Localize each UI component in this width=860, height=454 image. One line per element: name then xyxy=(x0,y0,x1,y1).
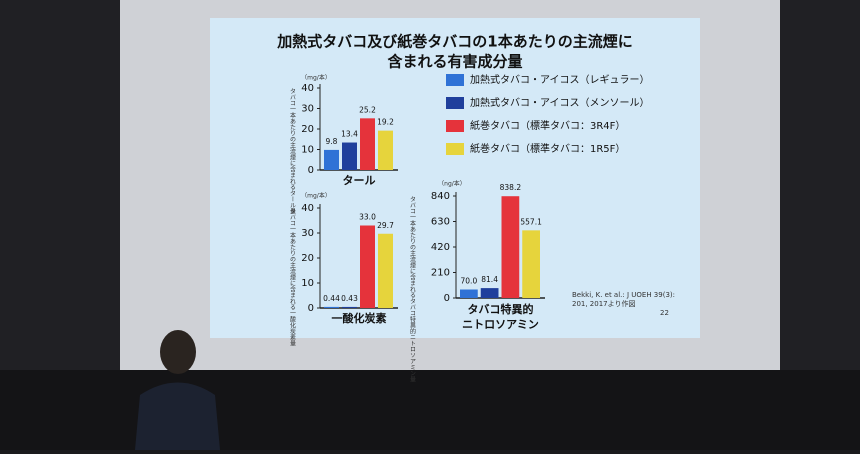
floor xyxy=(0,370,860,450)
bar xyxy=(522,230,540,298)
value-label: 0.44 xyxy=(323,294,340,303)
slide-title: 加熱式タバコ及び紙巻タバコの1本あたりの主流煙に xyxy=(276,33,632,51)
y-tick-label: 20 xyxy=(301,124,314,135)
page-number: 22 xyxy=(660,309,669,317)
bar xyxy=(342,306,357,308)
legend-label: 加熱式タバコ・アイコス（メンソール） xyxy=(470,96,650,109)
legend-label: 紙巻タバコ（標準タバコ：3R4F） xyxy=(470,119,625,132)
chart-title: タール xyxy=(343,174,376,187)
value-label: 9.8 xyxy=(326,137,338,146)
y-tick-label: 30 xyxy=(301,228,314,239)
y-tick-label: 40 xyxy=(301,83,314,94)
y-tick-label: 10 xyxy=(301,278,314,289)
y-tick-label: 420 xyxy=(431,242,450,253)
y-axis-label: タバコ一本あたりの主流煙に含まれるタール量 xyxy=(289,88,296,215)
value-label: 838.2 xyxy=(500,183,522,192)
legend-swatch xyxy=(446,97,464,109)
y-tick-label: 40 xyxy=(301,203,314,214)
legend-swatch xyxy=(446,120,464,132)
legend-swatch xyxy=(446,143,464,155)
chart-title: タバコ特異的 xyxy=(468,302,534,316)
speaker-head xyxy=(160,330,196,374)
slide xyxy=(210,18,700,338)
legend-swatch xyxy=(446,74,464,86)
bar xyxy=(324,149,339,170)
value-label: 25.2 xyxy=(359,105,376,114)
y-axis-label: タバコ一本あたりの主流煙に含まれるタバコ特異的ニトロソアミン量 xyxy=(409,196,416,383)
speaker-body xyxy=(135,382,220,450)
bar xyxy=(324,306,339,308)
unit-label: （ng/本） xyxy=(438,180,466,188)
chart-title: 一酸化炭素 xyxy=(332,311,387,325)
y-tick-label: 0 xyxy=(444,293,450,304)
bar xyxy=(378,130,393,170)
citation: Bekki, K. et al.: J UOEH 39(3): xyxy=(572,291,675,299)
y-tick-label: 0 xyxy=(308,303,314,314)
bar xyxy=(460,289,478,298)
citation: 201, 2017より作図 xyxy=(572,299,636,308)
slide-title: 含まれる有害成分量 xyxy=(387,53,522,71)
y-tick-label: 210 xyxy=(431,268,450,279)
value-label: 19.2 xyxy=(377,118,394,127)
value-label: 13.4 xyxy=(341,130,358,139)
bar xyxy=(378,233,393,308)
y-tick-label: 840 xyxy=(431,191,450,202)
y-tick-label: 0 xyxy=(308,165,314,176)
value-label: 81.4 xyxy=(481,275,498,284)
y-axis-label: タバコ一本あたりの主流煙に含まれる一酸化炭素量 xyxy=(289,208,296,347)
bar xyxy=(480,288,499,298)
value-label: 33.0 xyxy=(359,213,376,222)
legend-label: 紙巻タバコ（標準タバコ：1R5F） xyxy=(470,142,625,155)
unit-label: （mg/本） xyxy=(301,192,331,200)
value-label: 70.0 xyxy=(461,277,478,286)
y-tick-label: 630 xyxy=(431,217,450,228)
bar xyxy=(342,142,357,170)
bar xyxy=(360,225,375,308)
value-label: 557.1 xyxy=(520,217,542,226)
chart-title: ニトロソアミン xyxy=(462,318,539,331)
y-tick-label: 20 xyxy=(301,253,314,264)
value-label: 0.43 xyxy=(341,294,358,303)
unit-label: （mg/本） xyxy=(301,74,331,82)
bar xyxy=(360,118,375,170)
bar xyxy=(501,196,520,298)
y-tick-label: 10 xyxy=(301,145,314,156)
legend-label: 加熱式タバコ・アイコス（レギュラー） xyxy=(470,73,650,86)
value-label: 29.7 xyxy=(377,221,394,230)
y-tick-label: 30 xyxy=(301,104,314,115)
